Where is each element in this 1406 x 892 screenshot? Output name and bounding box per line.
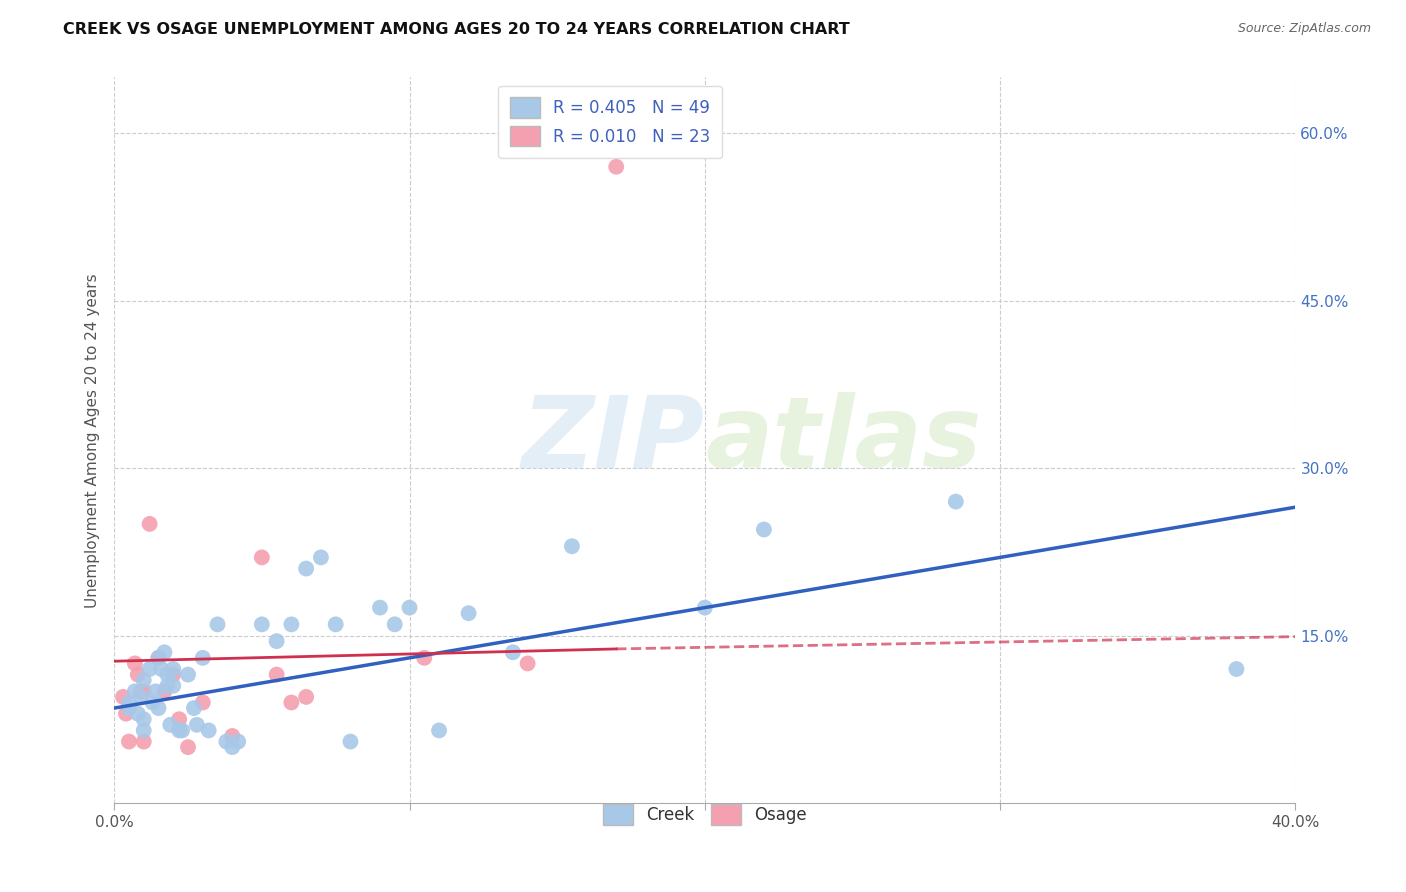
Point bbox=[145, 684, 167, 698]
Point bbox=[172, 723, 194, 738]
Point bbox=[280, 617, 302, 632]
Point bbox=[153, 645, 176, 659]
Point bbox=[413, 651, 436, 665]
Point bbox=[124, 657, 146, 671]
Point bbox=[226, 734, 249, 748]
Point bbox=[162, 679, 184, 693]
Point bbox=[561, 539, 583, 553]
Point bbox=[132, 673, 155, 688]
Point bbox=[177, 740, 200, 755]
Point bbox=[266, 634, 288, 648]
Point bbox=[309, 550, 332, 565]
Point bbox=[124, 684, 146, 698]
Point bbox=[138, 516, 160, 531]
Y-axis label: Unemployment Among Ages 20 to 24 years: Unemployment Among Ages 20 to 24 years bbox=[86, 273, 100, 607]
Point bbox=[148, 651, 170, 665]
Point bbox=[132, 712, 155, 726]
Point bbox=[159, 718, 181, 732]
Point bbox=[197, 723, 219, 738]
Point bbox=[427, 723, 450, 738]
Point bbox=[384, 617, 406, 632]
Point bbox=[250, 617, 273, 632]
Text: ZIP: ZIP bbox=[522, 392, 704, 489]
Point bbox=[129, 684, 152, 698]
Point bbox=[457, 606, 479, 620]
Point bbox=[693, 600, 716, 615]
Point bbox=[156, 679, 179, 693]
Point bbox=[150, 662, 173, 676]
Point bbox=[368, 600, 391, 615]
Text: CREEK VS OSAGE UNEMPLOYMENT AMONG AGES 20 TO 24 YEARS CORRELATION CHART: CREEK VS OSAGE UNEMPLOYMENT AMONG AGES 2… bbox=[63, 22, 851, 37]
Point bbox=[112, 690, 135, 704]
Point bbox=[215, 734, 238, 748]
Point bbox=[115, 706, 138, 721]
Point bbox=[221, 740, 243, 755]
Point bbox=[132, 734, 155, 748]
Point bbox=[752, 523, 775, 537]
Point bbox=[295, 561, 318, 575]
Point bbox=[191, 651, 214, 665]
Point bbox=[945, 494, 967, 508]
Point bbox=[127, 667, 149, 681]
Legend: Creek, Osage: Creek, Osage bbox=[593, 794, 817, 835]
Point bbox=[502, 645, 524, 659]
Point bbox=[167, 723, 190, 738]
Point bbox=[127, 706, 149, 721]
Point bbox=[118, 696, 141, 710]
Point bbox=[138, 662, 160, 676]
Point bbox=[148, 651, 170, 665]
Point bbox=[142, 696, 165, 710]
Point bbox=[266, 667, 288, 681]
Point bbox=[156, 667, 179, 681]
Point bbox=[280, 696, 302, 710]
Point bbox=[221, 729, 243, 743]
Point bbox=[162, 662, 184, 676]
Point bbox=[132, 684, 155, 698]
Point bbox=[132, 723, 155, 738]
Point bbox=[162, 667, 184, 681]
Point bbox=[186, 718, 208, 732]
Point bbox=[207, 617, 229, 632]
Point bbox=[153, 684, 176, 698]
Point bbox=[129, 690, 152, 704]
Point bbox=[325, 617, 347, 632]
Point bbox=[516, 657, 538, 671]
Point bbox=[183, 701, 205, 715]
Point bbox=[118, 734, 141, 748]
Point bbox=[177, 667, 200, 681]
Point bbox=[118, 701, 141, 715]
Point bbox=[191, 696, 214, 710]
Point bbox=[250, 550, 273, 565]
Point bbox=[167, 712, 190, 726]
Point bbox=[148, 701, 170, 715]
Point bbox=[398, 600, 420, 615]
Point bbox=[339, 734, 361, 748]
Point bbox=[605, 160, 627, 174]
Point bbox=[1225, 662, 1247, 676]
Text: Source: ZipAtlas.com: Source: ZipAtlas.com bbox=[1237, 22, 1371, 36]
Point bbox=[295, 690, 318, 704]
Text: atlas: atlas bbox=[704, 392, 981, 489]
